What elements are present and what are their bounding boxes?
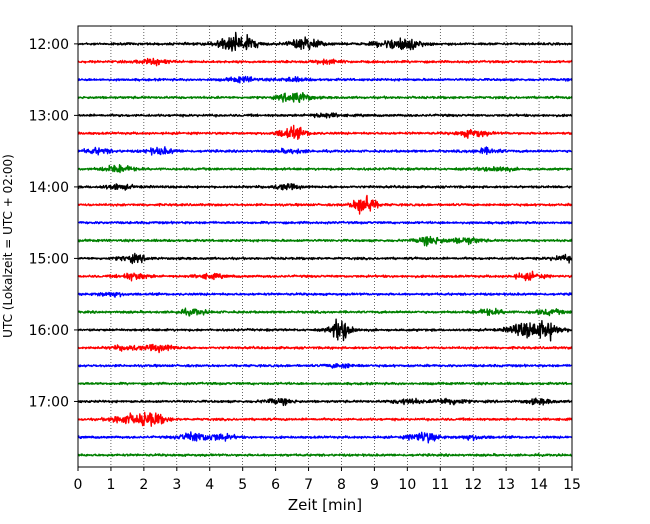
x-tick-label-5: 5	[238, 477, 247, 493]
trace-1245	[77, 92, 573, 103]
y-tick-label-3: 15:00	[29, 251, 69, 267]
trace-1745	[77, 452, 573, 458]
trace-1545	[77, 307, 573, 317]
y-tick-label-0: 12:00	[29, 37, 69, 53]
x-tick-label-13: 13	[497, 477, 515, 493]
trace-1500	[77, 252, 573, 265]
x-tick-label-12: 12	[464, 477, 482, 493]
trace-1230	[77, 75, 573, 84]
trace-1645	[77, 381, 573, 386]
trace-1315	[77, 124, 573, 140]
trace-1445	[77, 235, 573, 247]
trace-1730	[77, 431, 573, 444]
x-axis: 0 1 2 3 4 5 6 7 8 9 10 11 12 13 14 15	[74, 467, 581, 493]
trace-1530	[77, 291, 573, 298]
x-tick-label-14: 14	[530, 477, 548, 493]
x-tick-label-2: 2	[139, 477, 148, 493]
y-axis-label: UTC (Lokalzeit = UTC + 02:00)	[1, 154, 15, 338]
trace-1415	[77, 194, 573, 215]
trace-1630	[77, 363, 573, 369]
x-tick-label-4: 4	[205, 477, 214, 493]
trace-1600	[77, 318, 573, 342]
x-tick-label-0: 0	[74, 477, 83, 493]
trace-1615	[77, 343, 573, 354]
y-tick-label-2: 14:00	[29, 180, 69, 196]
x-tick-label-10: 10	[398, 477, 416, 493]
trace-1200	[77, 31, 573, 52]
y-tick-label-4: 16:00	[29, 323, 69, 339]
trace-1715	[77, 411, 573, 427]
x-tick-label-15: 15	[563, 477, 581, 493]
x-tick-label-9: 9	[370, 477, 379, 493]
trace-layer	[77, 31, 573, 458]
trace-1400	[77, 183, 573, 191]
trace-1330	[77, 146, 573, 156]
plot-frame	[77, 25, 573, 468]
trace-1430	[77, 220, 573, 225]
x-axis-label: Zeit [min]	[288, 496, 362, 514]
x-tick-label-3: 3	[172, 477, 181, 493]
trace-1700	[77, 397, 573, 407]
x-tick-label-6: 6	[271, 477, 280, 493]
x-tick-label-8: 8	[337, 477, 346, 493]
trace-1515	[77, 270, 573, 282]
trace-1345	[77, 164, 573, 174]
y-tick-label-5: 17:00	[29, 394, 69, 410]
x-tick-label-1: 1	[106, 477, 115, 493]
y-axis: 12:00 13:00 14:00 15:00 16:00 17:00	[29, 37, 78, 410]
trace-1300	[77, 112, 573, 119]
trace-1215	[77, 57, 573, 67]
x-tick-label-7: 7	[304, 477, 313, 493]
y-tick-label-1: 13:00	[29, 108, 69, 124]
x-tick-label-11: 11	[431, 477, 449, 493]
